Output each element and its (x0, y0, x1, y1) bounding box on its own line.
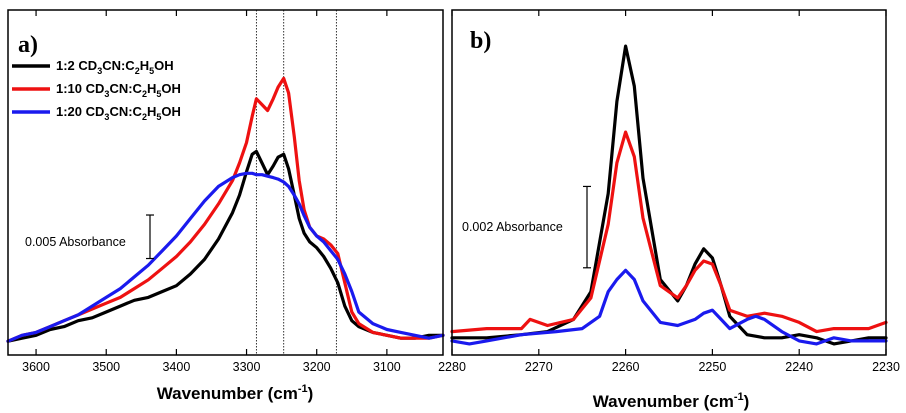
panel-a-x-axis-title: Wavenumber (cm-1) (157, 383, 314, 403)
panel-a-scale-label: 0.005 Absorbance (25, 235, 126, 249)
panel-a-x-tick-label: 3100 (373, 360, 401, 374)
panel-a-x-tick-label: 3300 (233, 360, 261, 374)
panel-b-letter: b) (470, 28, 491, 54)
panel-b-x-tick-label: 2230 (872, 360, 900, 374)
panel-b-frame (451, 9, 887, 356)
panel-a-x-tick-label: 3400 (162, 360, 190, 374)
panel-b-x-tick-label: 2250 (698, 360, 726, 374)
panel-b-scale-label: 0.002 Absorbance (462, 220, 563, 234)
panel-b-x-tick-label: 2280 (438, 360, 466, 374)
panel-b: 2280 2270 2260 2250 2240 2230 b) 0.002 Absorb… (438, 9, 900, 411)
legend-label: 1:10 CD3CN:C2H5OH (56, 81, 181, 99)
panel-b-x-tick-label: 2270 (525, 360, 553, 374)
panel-b-x-axis-title: Wavenumber (cm-1) (593, 391, 750, 411)
legend-label: 1:20 CD3CN:C2H5OH (56, 104, 181, 122)
panel-a-x-tick-label: 3500 (92, 360, 120, 374)
panel-b-scale-bar: 0.002 Absorbance (462, 185, 591, 269)
panel-a-data (6, 10, 445, 355)
panel-a-scale-bar: 0.005 Absorbance (25, 214, 154, 260)
panel-a-legend: 1:2 CD3CN:C2H5OH 1:10 CD3CN:C2H5OH 1:20 CD… (12, 58, 181, 122)
panel-a-series-line (6, 76, 445, 343)
legend-label: 1:2 CD3CN:C2H5OH (56, 58, 174, 76)
panel-a: 3600 3500 3400 3300 3200 3100 a) 1:2 CD3CN:C2… (6, 9, 445, 403)
panel-a-x-tick-label: 3600 (22, 360, 50, 374)
panel-a-series-line (6, 149, 445, 343)
panel-b-series-line (450, 130, 888, 334)
panel-b-data (450, 44, 888, 346)
panel-a-frame (7, 9, 444, 356)
panel-a-letter: a) (18, 32, 38, 58)
panel-a-x-tick-label: 3200 (303, 360, 331, 374)
panel-a-series-line (6, 171, 445, 343)
panel-b-x-tick-label: 2260 (612, 360, 640, 374)
panel-b-x-ticks: 2280 2270 2260 2250 2240 2230 (438, 10, 900, 374)
panel-b-series-line (450, 44, 888, 346)
panel-a-x-ticks: 3600 3500 3400 3300 3200 3100 (22, 10, 401, 374)
panel-b-series-line (450, 268, 888, 346)
panel-b-x-tick-label: 2240 (785, 360, 813, 374)
